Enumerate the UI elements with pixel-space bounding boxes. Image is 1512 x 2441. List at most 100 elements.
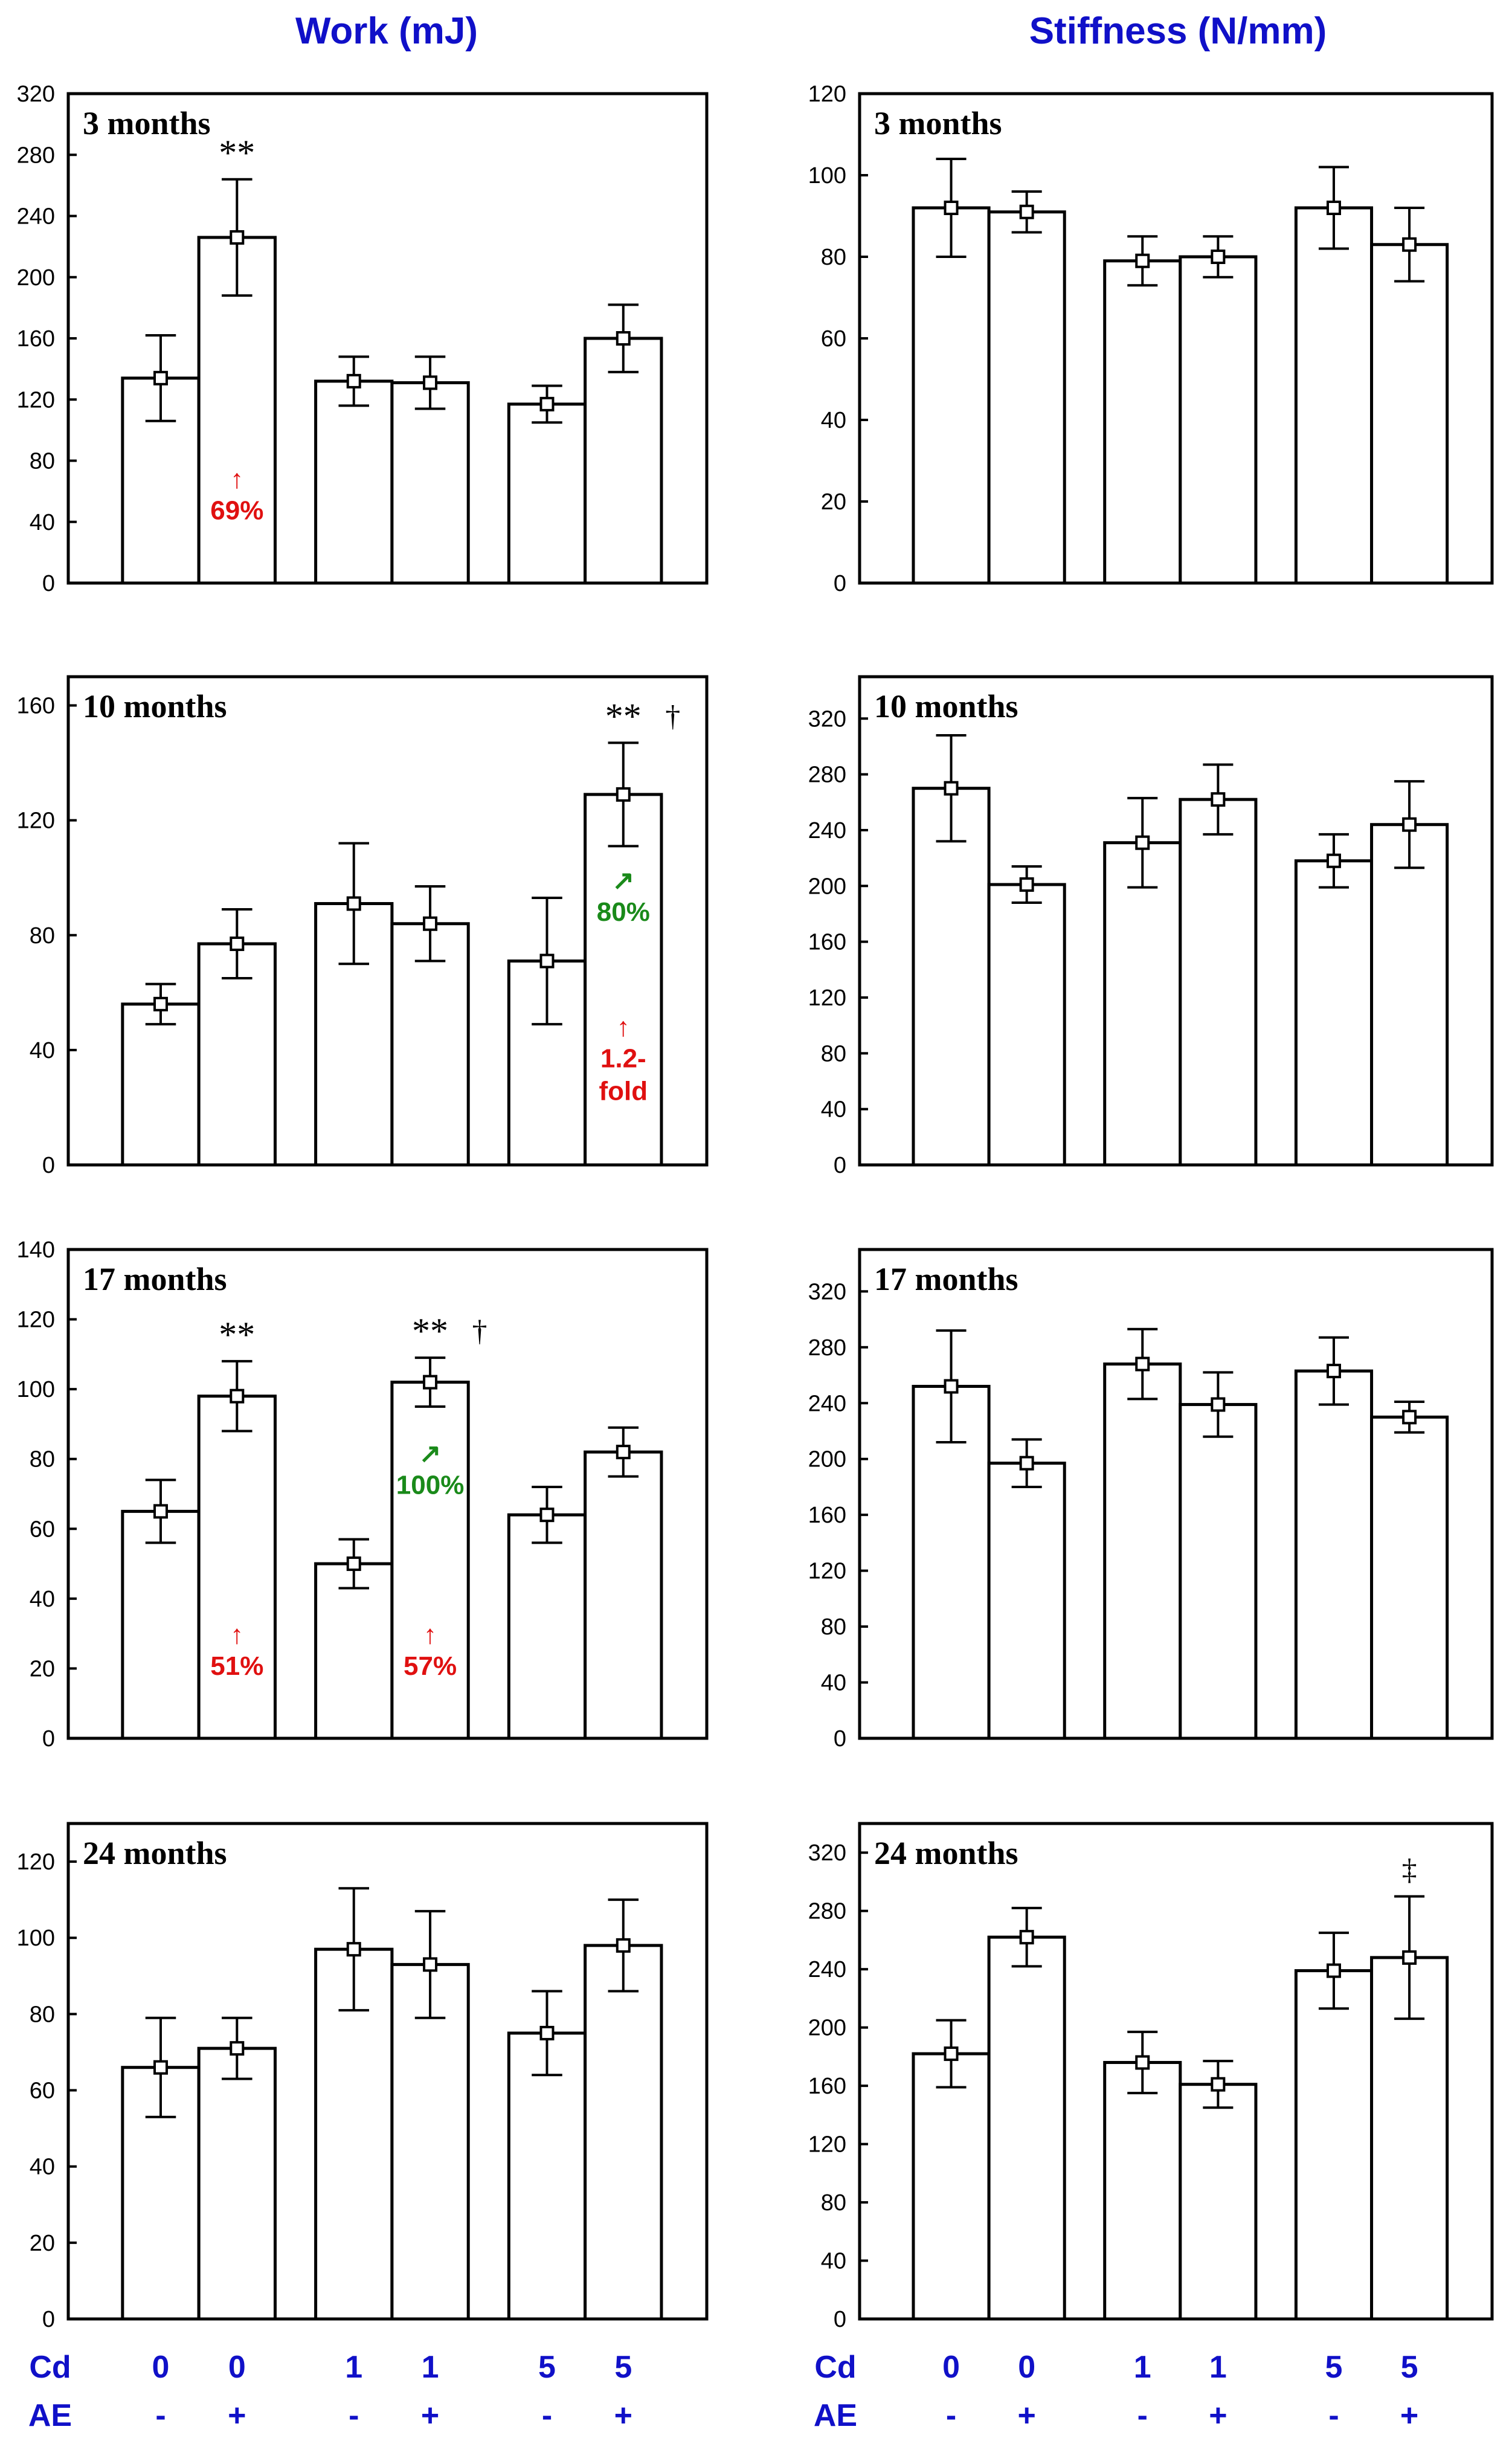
ae-treatment-label: -: [155, 2398, 166, 2433]
y-tick-label: 320: [17, 82, 55, 107]
y-tick-label: 40: [30, 1038, 55, 1063]
panel-time-label: 10 months: [874, 688, 1018, 724]
y-tick-label: 140: [17, 1237, 55, 1263]
bar: [584, 1944, 663, 2321]
bar: [390, 922, 470, 1167]
y-tick-label: 240: [808, 818, 846, 843]
mean-marker: [1135, 2055, 1150, 2070]
y-tick-label: 40: [30, 1587, 55, 1612]
y-tick-label: 0: [834, 2307, 846, 2332]
dagger-marker: ‡: [1402, 1853, 1417, 1886]
ae-treatment-label: +: [1209, 2398, 1227, 2433]
ae-treatment-label: -: [542, 2398, 552, 2433]
y-tick-label: 0: [834, 1153, 846, 1178]
cd-row-label: Cd: [29, 2350, 71, 2385]
mean-marker: [1019, 877, 1034, 892]
cd-dose-label: 0: [228, 2350, 246, 2385]
panel-time-label: 3 months: [874, 105, 1002, 141]
y-tick-label: 240: [808, 1391, 846, 1416]
y-tick-label: 280: [17, 143, 55, 168]
dagger-marker: †: [665, 698, 680, 732]
cd-dose-label: 0: [942, 2350, 960, 2385]
mean-marker: [539, 2025, 555, 2040]
y-tick-label: 200: [808, 2016, 846, 2041]
cd-dose-label: 5: [538, 2350, 556, 2385]
bar: [1103, 259, 1182, 585]
cd-row-label: Cd: [814, 2350, 856, 2385]
y-tick-label: 120: [17, 1849, 55, 1875]
y-tick-label: 40: [30, 510, 55, 535]
mean-marker: [230, 937, 245, 952]
mean-marker: [616, 1445, 631, 1460]
y-tick-label: 120: [808, 2132, 846, 2158]
mean-marker: [423, 1375, 438, 1390]
y-tick-label: 80: [30, 2002, 55, 2027]
y-tick-label: 80: [30, 923, 55, 949]
mean-marker: [1211, 2077, 1226, 2092]
bar: [1370, 1415, 1449, 1740]
y-tick-label: 0: [42, 1726, 55, 1752]
bar: [1103, 841, 1182, 1167]
mean-marker: [944, 2046, 959, 2062]
mean-marker: [153, 996, 169, 1011]
chart-panel: 0 40 80 120 160 200 240 280 320 24 months ‡: [808, 1822, 1494, 2332]
annotation-arrow: ↗: [612, 866, 634, 895]
mean-marker: [1402, 1950, 1417, 1965]
bar: [507, 402, 587, 585]
annotation-arrow: ↑: [230, 1620, 243, 1649]
bar: [1370, 243, 1449, 585]
y-tick-label: 80: [821, 2190, 846, 2216]
bar: [584, 1450, 663, 1740]
panel-time-label: 10 months: [83, 688, 227, 724]
mean-marker: [944, 1379, 959, 1394]
y-tick-label: 280: [808, 763, 846, 788]
y-tick-label: 80: [821, 245, 846, 270]
bar: [1370, 823, 1449, 1167]
ae-treatment-label: +: [1400, 2398, 1418, 2433]
chart-panel: 0 40 80 120 160 200 240 280 320 3 months** ↑69%: [17, 82, 709, 596]
mean-marker: [1402, 817, 1417, 832]
ae-row-label: AE: [28, 2398, 72, 2433]
bar: [584, 337, 663, 585]
mean-marker: [1135, 253, 1150, 268]
y-tick-label: 40: [821, 1671, 846, 1696]
bar: [121, 1002, 201, 1167]
bar: [197, 2046, 277, 2321]
ae-treatment-label: -: [946, 2398, 956, 2433]
y-tick-label: 120: [808, 1559, 846, 1584]
y-tick-label: 320: [808, 1279, 846, 1304]
mean-marker: [230, 230, 245, 245]
y-tick-label: 160: [17, 326, 55, 352]
y-tick-label: 80: [30, 449, 55, 474]
y-tick-label: 0: [834, 1726, 846, 1752]
left-column-title: Work (mJ): [295, 10, 478, 52]
y-tick-label: 60: [30, 1517, 55, 1542]
mean-marker: [616, 331, 631, 346]
mean-marker: [616, 787, 631, 802]
bar: [1294, 859, 1374, 1167]
mean-marker: [1135, 1356, 1150, 1372]
bar: [1179, 798, 1258, 1167]
mean-marker: [616, 1938, 631, 1953]
ae-treatment-label: +: [228, 2398, 246, 2433]
mean-marker: [1211, 250, 1226, 264]
y-tick-label: 120: [17, 387, 55, 413]
bar: [912, 206, 991, 585]
mean-marker: [1402, 237, 1417, 252]
y-tick-label: 280: [808, 1899, 846, 1924]
chart-panel: 0 40 80 120 160 200 240 280 320 17 months: [808, 1248, 1494, 1752]
bar: [197, 942, 277, 1167]
y-tick-label: 40: [821, 1097, 846, 1123]
bar: [584, 793, 663, 1167]
annotation-arrow: ↑: [230, 465, 243, 494]
mean-marker: [423, 916, 438, 931]
mean-marker: [346, 1556, 361, 1572]
mean-marker: [1019, 204, 1034, 219]
mean-marker: [423, 375, 438, 390]
y-tick-label: 20: [821, 489, 846, 515]
annotation-arrow: ↑: [617, 1012, 630, 1042]
y-tick-label: 100: [17, 1377, 55, 1402]
